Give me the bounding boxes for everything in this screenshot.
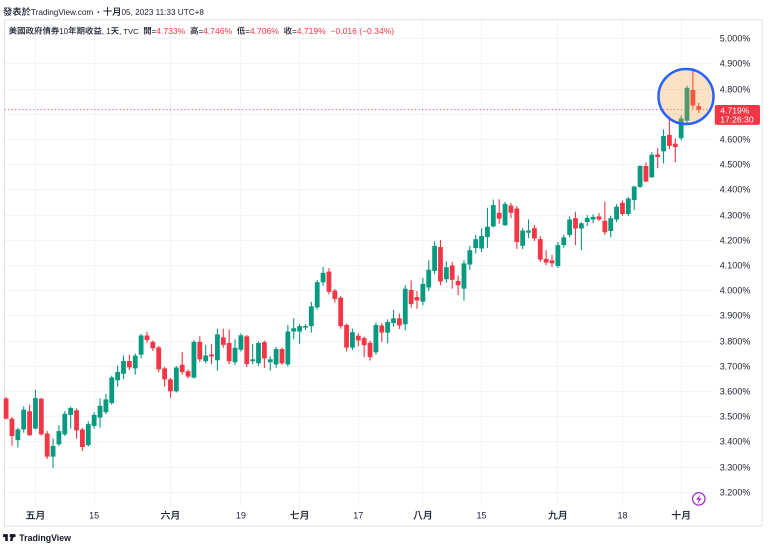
svg-text:5.000%: 5.000% <box>720 34 751 44</box>
svg-text:4.400%: 4.400% <box>720 185 751 195</box>
svg-text:TradingView.com: TradingView.com <box>31 8 94 17</box>
svg-text:4.900%: 4.900% <box>720 59 751 69</box>
svg-text:15: 15 <box>477 511 487 521</box>
svg-text:4.200%: 4.200% <box>720 236 751 246</box>
svg-text:, 1: , 1 <box>102 27 111 36</box>
svg-text:19: 19 <box>236 511 246 521</box>
svg-text:4.733%: 4.733% <box>156 26 185 36</box>
svg-text:17:26:30: 17:26:30 <box>720 114 754 124</box>
svg-text:05, 2023 11:33 UTC+8: 05, 2023 11:33 UTC+8 <box>122 8 205 17</box>
svg-text:TradingView: TradingView <box>19 533 71 543</box>
svg-text:3.500%: 3.500% <box>720 412 751 422</box>
svg-text:17: 17 <box>353 511 363 521</box>
svg-text:4.600%: 4.600% <box>720 135 751 145</box>
svg-text:18: 18 <box>617 511 627 521</box>
svg-text:4.300%: 4.300% <box>720 211 751 221</box>
svg-text:4.746%: 4.746% <box>203 26 232 36</box>
svg-text:3.200%: 3.200% <box>720 488 751 498</box>
svg-text:3.300%: 3.300% <box>720 463 751 473</box>
svg-text:4.719%: 4.719% <box>720 105 750 115</box>
svg-text:=: = <box>245 27 250 36</box>
svg-text:4.719%: 4.719% <box>297 26 326 36</box>
svg-text:4.000%: 4.000% <box>720 286 751 296</box>
svg-text:3.800%: 3.800% <box>720 337 751 347</box>
svg-text:3.600%: 3.600% <box>720 387 751 397</box>
svg-text:10: 10 <box>59 27 68 36</box>
svg-text:4.500%: 4.500% <box>720 160 751 170</box>
svg-text:4.800%: 4.800% <box>720 85 751 95</box>
svg-text:−0.016 (−0.34%): −0.016 (−0.34%) <box>330 26 394 36</box>
svg-text:3.400%: 3.400% <box>720 437 751 447</box>
svg-text:4.100%: 4.100% <box>720 261 751 271</box>
svg-text:15: 15 <box>89 511 99 521</box>
svg-text:=: = <box>152 27 157 36</box>
svg-text:=: = <box>292 27 297 36</box>
svg-text:4.706%: 4.706% <box>250 26 279 36</box>
svg-text:・: ・ <box>94 8 102 17</box>
svg-text:=: = <box>199 27 204 36</box>
svg-text:3.900%: 3.900% <box>720 311 751 321</box>
svg-text:3.700%: 3.700% <box>720 362 751 372</box>
svg-text:, TVC: , TVC <box>119 27 139 36</box>
